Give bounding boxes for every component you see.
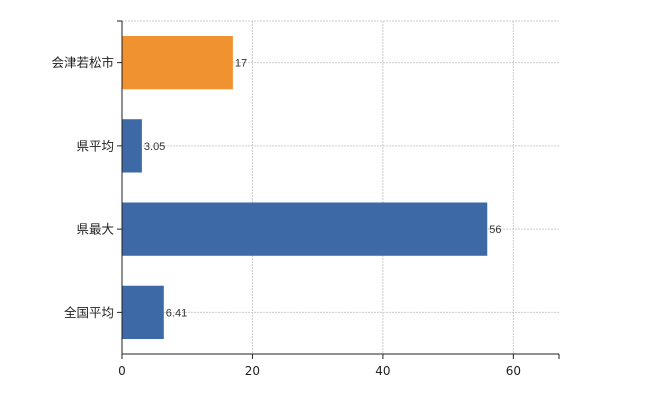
x-tick-label: 40 [375,364,390,378]
x-tick-label: 60 [506,364,521,378]
data-label: 17 [235,58,247,70]
category-label: 県最大 [76,222,114,237]
data-label: 56 [489,224,501,236]
labels-layer: 17 会津若松市 3.05 県平均 56 県最大 6.41 全国平均 0 20 40 60 [51,55,520,378]
category-label: 会津若松市 [51,55,114,70]
data-label: 3.05 [144,141,165,153]
bar [122,35,233,90]
bar [122,202,488,256]
bars-layer [122,35,488,340]
bar [122,119,142,173]
category-label: 全国平均 [64,305,114,320]
bar [122,285,164,340]
category-label: 県平均 [76,138,114,153]
axis-layer [117,20,560,359]
data-label: 6.41 [166,307,187,319]
x-tick-label: 20 [245,364,260,378]
x-tick-label: 0 [118,364,126,378]
